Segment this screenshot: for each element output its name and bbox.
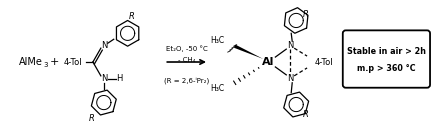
FancyBboxPatch shape	[343, 30, 430, 88]
Text: Et₂O, -50 °C: Et₂O, -50 °C	[166, 45, 208, 52]
Text: (R = 2,6-ⁱPr₂): (R = 2,6-ⁱPr₂)	[164, 76, 209, 84]
Text: 4-Tol: 4-Tol	[315, 58, 333, 66]
Text: N: N	[287, 41, 293, 50]
Text: N: N	[101, 74, 107, 83]
Text: H₃C: H₃C	[211, 84, 225, 93]
Text: AlMe: AlMe	[18, 57, 42, 67]
Text: - CH₄: - CH₄	[178, 57, 195, 63]
Polygon shape	[234, 45, 264, 59]
Text: +: +	[49, 57, 59, 67]
Text: R: R	[89, 114, 95, 123]
Text: N: N	[287, 74, 293, 83]
Text: Stable in air > 2h: Stable in air > 2h	[347, 47, 426, 56]
Text: H₃C: H₃C	[211, 36, 225, 45]
Text: R: R	[303, 110, 309, 119]
Text: H: H	[117, 74, 123, 83]
Text: Al: Al	[262, 57, 274, 67]
Text: N: N	[101, 41, 107, 50]
Text: 3: 3	[43, 62, 48, 68]
Text: 4-Tol: 4-Tol	[63, 58, 82, 66]
Text: m.p > 360 °C: m.p > 360 °C	[357, 64, 416, 73]
Text: R: R	[128, 12, 135, 21]
Text: R: R	[303, 10, 309, 19]
